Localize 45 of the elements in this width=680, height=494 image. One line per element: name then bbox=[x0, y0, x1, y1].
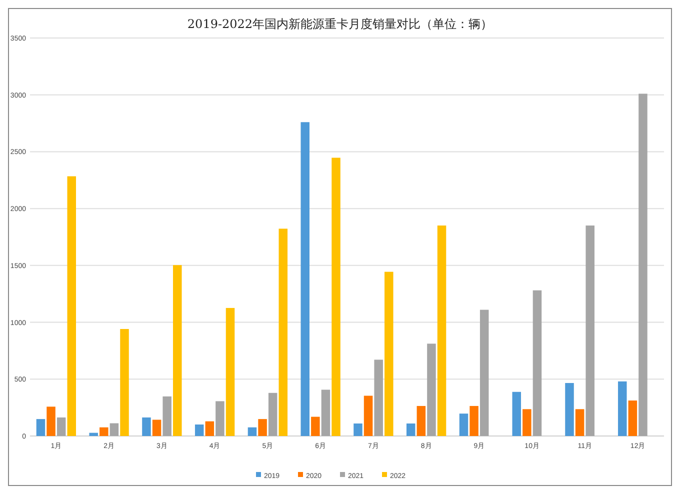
bar bbox=[638, 94, 648, 436]
bar bbox=[67, 176, 76, 436]
bar bbox=[120, 328, 129, 436]
bar bbox=[162, 396, 172, 436]
bar bbox=[300, 122, 310, 436]
bar bbox=[427, 344, 436, 436]
bar bbox=[522, 409, 532, 436]
bar bbox=[216, 401, 224, 436]
bar bbox=[459, 414, 468, 436]
bar bbox=[406, 423, 416, 436]
bar bbox=[575, 409, 584, 436]
bar bbox=[480, 310, 489, 436]
bar bbox=[384, 272, 394, 436]
chart-title: 2019-2022年国内新能源重卡月度销量对比（单位：辆） bbox=[187, 17, 493, 31]
bar bbox=[100, 427, 108, 436]
bar bbox=[110, 423, 119, 436]
bar bbox=[416, 406, 426, 436]
bar bbox=[226, 308, 235, 436]
bar bbox=[364, 396, 373, 436]
bar bbox=[89, 432, 98, 436]
bar bbox=[142, 417, 151, 436]
bar bbox=[311, 416, 320, 436]
bar bbox=[628, 400, 638, 436]
bar bbox=[36, 419, 46, 436]
bar bbox=[248, 427, 257, 436]
bar bbox=[586, 226, 594, 436]
bar bbox=[46, 406, 56, 436]
bar bbox=[618, 381, 627, 436]
bar bbox=[565, 383, 574, 436]
bar bbox=[278, 228, 288, 436]
bar bbox=[152, 420, 162, 436]
bar bbox=[321, 390, 330, 436]
bar bbox=[512, 392, 521, 436]
bar bbox=[374, 360, 383, 436]
bar bbox=[354, 423, 362, 436]
bar bbox=[332, 158, 340, 436]
bar bbox=[205, 421, 214, 436]
bar bbox=[258, 419, 267, 436]
bar bbox=[268, 392, 278, 436]
bar bbox=[194, 424, 204, 436]
bar bbox=[470, 406, 478, 436]
bar bbox=[56, 417, 66, 436]
bar bbox=[437, 226, 446, 436]
bar bbox=[532, 290, 542, 436]
bar bbox=[173, 265, 182, 436]
